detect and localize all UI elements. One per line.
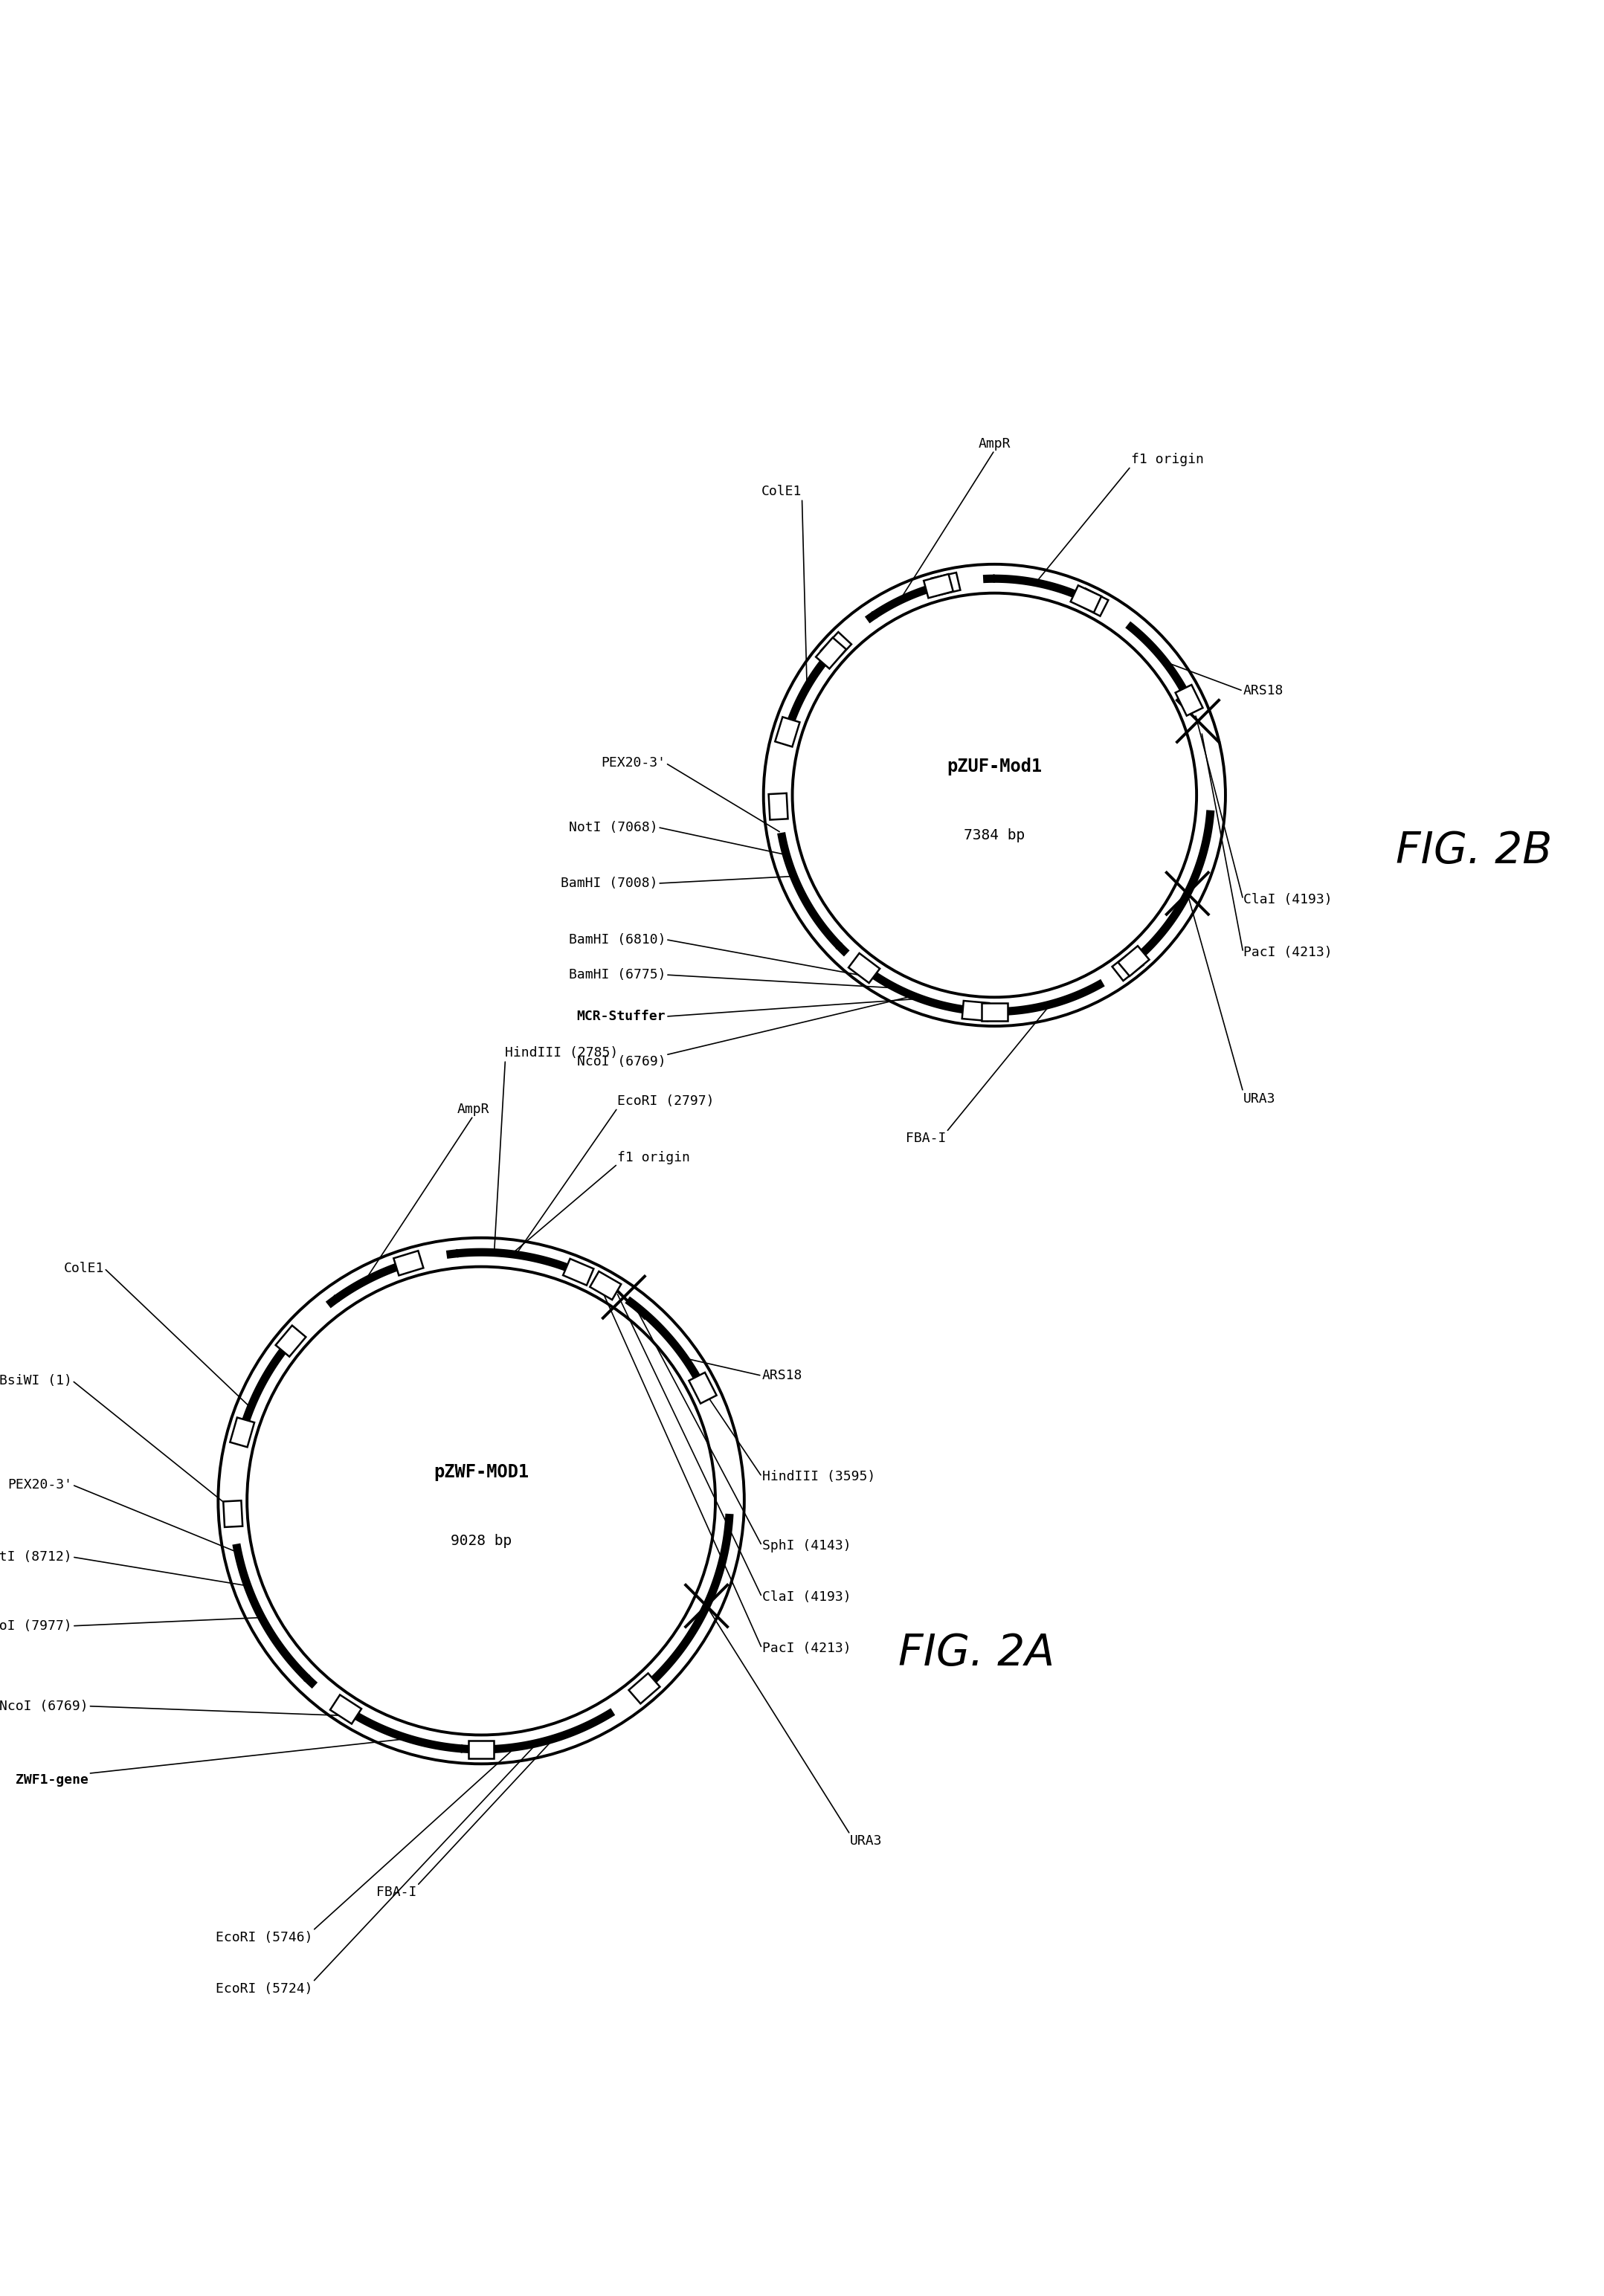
- Text: BamHI (6775): BamHI (6775): [568, 969, 666, 980]
- Polygon shape: [1176, 684, 1203, 716]
- Polygon shape: [962, 1001, 990, 1022]
- Text: AmpR: AmpR: [457, 1102, 489, 1116]
- Polygon shape: [590, 1272, 621, 1300]
- Polygon shape: [223, 1502, 242, 1527]
- Text: EcoRI (5746): EcoRI (5746): [215, 1931, 313, 1945]
- Polygon shape: [924, 574, 953, 597]
- Polygon shape: [629, 1674, 659, 1704]
- Polygon shape: [816, 638, 847, 668]
- Polygon shape: [982, 1003, 1007, 1022]
- Text: pZUF-Mod1: pZUF-Mod1: [946, 758, 1043, 776]
- Text: 7384 bp: 7384 bp: [964, 829, 1025, 843]
- Text: EcoRI (5724): EcoRI (5724): [215, 1981, 313, 1995]
- Text: NcoI (6769): NcoI (6769): [577, 1054, 666, 1068]
- Text: BamHI (7008): BamHI (7008): [560, 877, 658, 891]
- Text: SphI (4143): SphI (4143): [762, 1538, 850, 1552]
- Text: HindIII (2785): HindIII (2785): [505, 1047, 619, 1061]
- Polygon shape: [775, 716, 800, 746]
- Text: FBA-I: FBA-I: [906, 1132, 946, 1146]
- Text: ARS18: ARS18: [1243, 684, 1283, 698]
- Text: ClaI (4193): ClaI (4193): [1243, 893, 1331, 907]
- Text: ARS18: ARS18: [762, 1368, 802, 1382]
- Polygon shape: [393, 1251, 423, 1277]
- Text: BamHI (6810): BamHI (6810): [568, 932, 666, 946]
- Polygon shape: [821, 631, 852, 664]
- Text: URA3: URA3: [1243, 1093, 1275, 1104]
- Text: 9028 bp: 9028 bp: [451, 1534, 512, 1548]
- Text: PacI (4213): PacI (4213): [762, 1642, 850, 1655]
- Text: f1 origin: f1 origin: [1131, 452, 1203, 466]
- Text: pZWF-MOD1: pZWF-MOD1: [433, 1463, 529, 1481]
- Polygon shape: [932, 572, 961, 597]
- Polygon shape: [849, 953, 881, 983]
- Polygon shape: [1112, 951, 1144, 980]
- Text: PEX20-3': PEX20-3': [8, 1479, 72, 1492]
- Text: NcoI (7977): NcoI (7977): [0, 1619, 72, 1632]
- Polygon shape: [688, 1373, 717, 1403]
- Polygon shape: [1078, 588, 1108, 615]
- Text: AmpR: AmpR: [978, 436, 1011, 450]
- Polygon shape: [563, 1258, 593, 1286]
- Polygon shape: [1070, 585, 1102, 613]
- Text: FIG. 2A: FIG. 2A: [898, 1632, 1054, 1674]
- Text: URA3: URA3: [850, 1835, 882, 1848]
- Polygon shape: [330, 1694, 361, 1724]
- Text: FBA-I: FBA-I: [377, 1885, 417, 1899]
- Text: NotI (7068): NotI (7068): [569, 820, 658, 833]
- Text: MCR-Stuffer: MCR-Stuffer: [577, 1010, 666, 1024]
- Text: ZWF1-gene: ZWF1-gene: [16, 1773, 88, 1786]
- Text: ColE1: ColE1: [762, 484, 802, 498]
- Polygon shape: [468, 1740, 494, 1759]
- Text: PEX20-3': PEX20-3': [602, 755, 666, 769]
- Text: BsiWI (1): BsiWI (1): [0, 1373, 72, 1387]
- Polygon shape: [276, 1325, 306, 1357]
- Text: HindIII (3595): HindIII (3595): [762, 1469, 876, 1483]
- Text: ColE1: ColE1: [64, 1261, 104, 1274]
- Text: NotI (8712): NotI (8712): [0, 1550, 72, 1564]
- Polygon shape: [229, 1417, 255, 1446]
- Text: f1 origin: f1 origin: [618, 1150, 690, 1164]
- Text: NcoI (6769): NcoI (6769): [0, 1699, 88, 1713]
- Text: EcoRI (2797): EcoRI (2797): [618, 1095, 715, 1109]
- Text: FIG. 2B: FIG. 2B: [1395, 831, 1551, 872]
- Polygon shape: [1118, 946, 1150, 976]
- Text: ClaI (4193): ClaI (4193): [762, 1591, 850, 1603]
- Text: PacI (4213): PacI (4213): [1243, 946, 1331, 960]
- Polygon shape: [768, 792, 788, 820]
